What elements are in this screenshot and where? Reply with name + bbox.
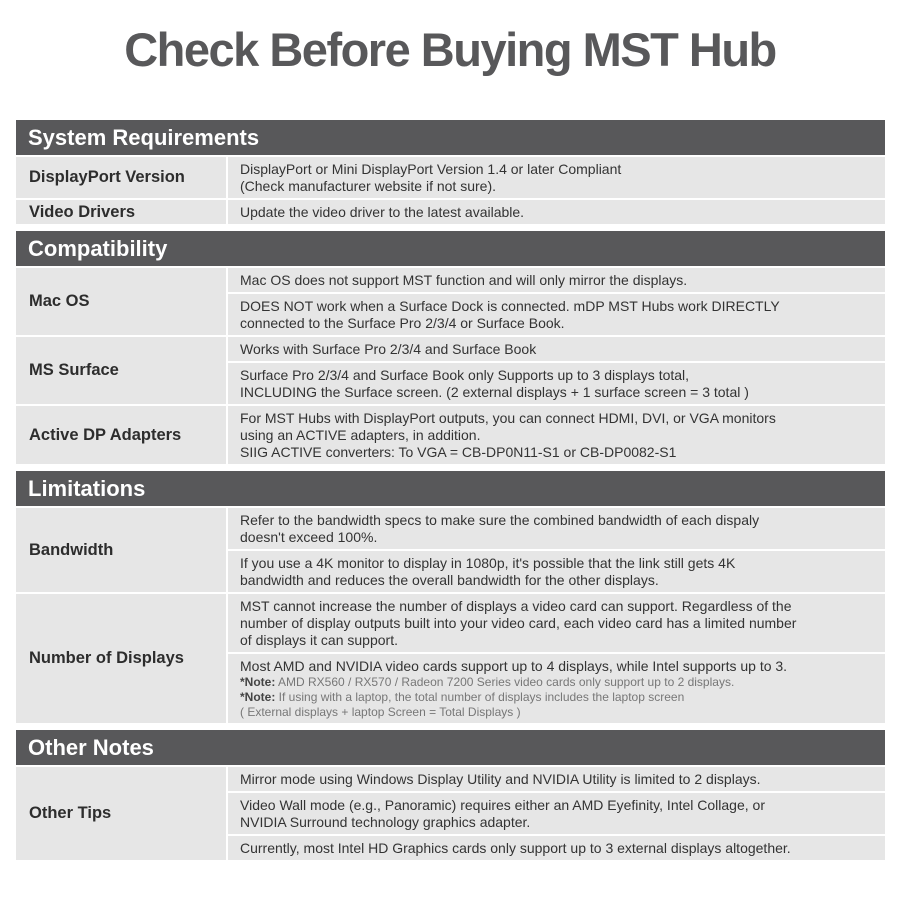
note-text: AMD RX560 / RX570 / Radeon 7200 Series v…	[275, 675, 735, 689]
row-label: Video Drivers	[16, 200, 226, 224]
section-system-requirements: System Requirements DisplayPort Version Di…	[16, 120, 885, 224]
section-compatibility: Compatibility Mac OS Mac OS does not suppo…	[16, 231, 885, 464]
row-cell: Update the video driver to the latest av…	[228, 200, 885, 224]
row-cell: Video Wall mode (e.g., Panoramic) requir…	[228, 793, 885, 834]
row-cell: Mac OS does not support MST function and…	[228, 268, 885, 292]
row-cell: DisplayPort or Mini DisplayPort Version …	[228, 157, 885, 198]
cell-text: Refer to the bandwidth specs to make sur…	[240, 512, 760, 545]
requirements-table: System Requirements DisplayPort Version Di…	[16, 120, 885, 867]
table-row: Number of Displays MST cannot increase th…	[16, 594, 885, 723]
cell-text: Currently, most Intel HD Graphics cards …	[240, 840, 791, 856]
note: *Note: If using with a laptop, the total…	[240, 690, 873, 720]
row-cell: Currently, most Intel HD Graphics cards …	[228, 836, 885, 860]
row-cell: Most AMD and NVIDIA video cards support …	[228, 654, 885, 723]
table-row: Mac OS Mac OS does not support MST functi…	[16, 268, 885, 335]
note-label: *Note:	[240, 690, 276, 704]
cell-text: For MST Hubs with DisplayPort outputs, y…	[240, 410, 776, 460]
section-other-notes: Other Notes Other Tips Mirror mode using W…	[16, 730, 885, 860]
note-text: If using with a laptop, the total number…	[240, 690, 685, 719]
cell-text: Most AMD and NVIDIA video cards support …	[240, 658, 788, 674]
row-cells: DisplayPort or Mini DisplayPort Version …	[228, 157, 885, 198]
section-heading: Limitations	[16, 471, 885, 506]
section-heading: Other Notes	[16, 730, 885, 765]
row-cell: MST cannot increase the number of displa…	[228, 594, 885, 652]
row-cell: For MST Hubs with DisplayPort outputs, y…	[228, 406, 885, 464]
section-limitations: Limitations Bandwidth Refer to the bandwid…	[16, 471, 885, 723]
table-row: Active DP Adapters For MST Hubs with Disp…	[16, 406, 885, 464]
cell-text: DOES NOT work when a Surface Dock is con…	[240, 298, 780, 331]
row-label: Other Tips	[16, 767, 226, 860]
row-label: Bandwidth	[16, 508, 226, 592]
row-cells: Mirror mode using Windows Display Utilit…	[228, 767, 885, 860]
row-label: DisplayPort Version	[16, 157, 226, 198]
row-cell: Surface Pro 2/3/4 and Surface Book only …	[228, 363, 885, 404]
row-cell: If you use a 4K monitor to display in 10…	[228, 551, 885, 592]
cell-text: MST cannot increase the number of displa…	[240, 598, 797, 648]
row-cells: Refer to the bandwidth specs to make sur…	[228, 508, 885, 592]
row-cells: For MST Hubs with DisplayPort outputs, y…	[228, 406, 885, 464]
cell-text: Video Wall mode (e.g., Panoramic) requir…	[240, 797, 765, 830]
row-cell: Mirror mode using Windows Display Utilit…	[228, 767, 885, 791]
note: *Note: AMD RX560 / RX570 / Radeon 7200 S…	[240, 675, 873, 690]
cell-text: Works with Surface Pro 2/3/4 and Surface…	[240, 341, 537, 357]
table-row: Video Drivers Update the video driver to …	[16, 200, 885, 224]
table-row: DisplayPort Version DisplayPort or Mini D…	[16, 157, 885, 198]
cell-text: Mirror mode using Windows Display Utilit…	[240, 771, 761, 787]
row-cell: Works with Surface Pro 2/3/4 and Surface…	[228, 337, 885, 361]
row-cells: Update the video driver to the latest av…	[228, 200, 885, 224]
cell-text: Surface Pro 2/3/4 and Surface Book only …	[240, 367, 749, 400]
row-label: Active DP Adapters	[16, 406, 226, 464]
table-row: MS Surface Works with Surface Pro 2/3/4 a…	[16, 337, 885, 404]
cell-text: If you use a 4K monitor to display in 10…	[240, 555, 736, 588]
cell-text: Mac OS does not support MST function and…	[240, 272, 688, 288]
cell-text: Update the video driver to the latest av…	[240, 204, 525, 220]
section-heading: System Requirements	[16, 120, 885, 155]
section-heading: Compatibility	[16, 231, 885, 266]
row-cell: Refer to the bandwidth specs to make sur…	[228, 508, 885, 549]
row-label: Mac OS	[16, 268, 226, 335]
row-cells: MST cannot increase the number of displa…	[228, 594, 885, 723]
table-row: Other Tips Mirror mode using Windows Disp…	[16, 767, 885, 860]
page-title: Check Before Buying MST Hub	[124, 23, 777, 76]
row-cells: Works with Surface Pro 2/3/4 and Surface…	[228, 337, 885, 404]
table-row: Bandwidth Refer to the bandwidth specs to…	[16, 508, 885, 592]
row-cell: DOES NOT work when a Surface Dock is con…	[228, 294, 885, 335]
row-label: MS Surface	[16, 337, 226, 404]
row-label: Number of Displays	[16, 594, 226, 723]
note-label: *Note:	[240, 675, 276, 689]
cell-text: DisplayPort or Mini DisplayPort Version …	[240, 161, 622, 194]
row-cells: Mac OS does not support MST function and…	[228, 268, 885, 335]
